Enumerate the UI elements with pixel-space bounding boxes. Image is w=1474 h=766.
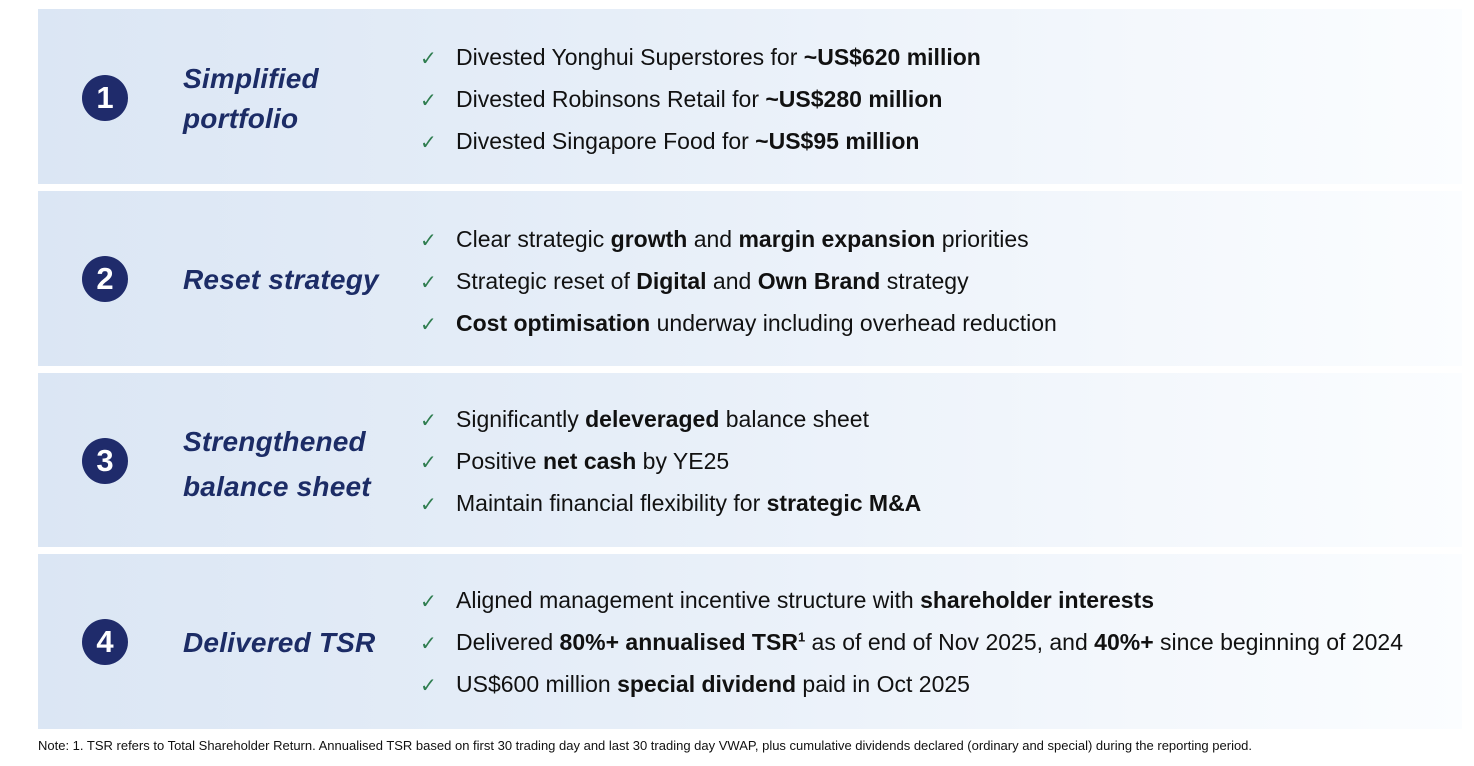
check-icon: ✓ <box>420 408 437 432</box>
bullet-text: strategy <box>880 268 969 294</box>
bullet-item: ✓ Delivered 80%+ annualised TSR1 as of en… <box>420 627 1403 657</box>
bullet-text: growth <box>610 226 688 252</box>
bullet-text: Divested Yonghui Superstores for <box>456 44 804 70</box>
section-delivered-tsr: 4 Delivered TSR ✓ Aligned management ince… <box>38 554 1462 729</box>
bullet-text: Significantly <box>456 406 586 432</box>
bullet-text: Own Brand <box>757 268 881 294</box>
bullet-text: strategic M&A <box>766 490 922 516</box>
step-number-badge: 2 <box>82 256 128 302</box>
section-title: Strengthened balance sheet <box>183 426 371 502</box>
check-icon: ✓ <box>420 631 437 655</box>
bullet-text: balance sheet <box>719 406 869 432</box>
section-simplified-portfolio: 1 Simplified portfolio ✓ Divested Yonghui… <box>38 9 1462 184</box>
bullet-text: Delivered <box>456 629 560 655</box>
bullet-text: since beginning of 2024 <box>1153 629 1403 655</box>
step-number-badge: 1 <box>82 75 128 121</box>
bullet-item: ✓ Positive net cash by YE25 <box>420 446 729 476</box>
bullet-text: Strategic reset of <box>456 268 637 294</box>
bullet-text: underway including overhead reduction <box>650 310 1057 336</box>
bullet-item: ✓ US$600 million special dividend paid in… <box>420 669 970 699</box>
bullet-text: Divested Singapore Food for <box>456 128 756 154</box>
bullet-text: Aligned management incentive structure w… <box>456 587 921 613</box>
bullet-text: and <box>706 268 758 294</box>
bullet-text: US$600 million <box>456 671 618 697</box>
bullet-text: as of end of Nov 2025, and <box>805 629 1095 655</box>
section-title: Delivered TSR <box>183 627 376 658</box>
step-number-badge: 4 <box>82 619 128 665</box>
section-title: Reset strategy <box>183 264 379 295</box>
section-reset-strategy: 2 Reset strategy ✓ Clear strategic growth… <box>38 191 1462 366</box>
bullet-text: ~US$95 million <box>755 128 920 154</box>
bullet-item: ✓ Clear strategic growth and margin expan… <box>420 224 1029 254</box>
check-icon: ✓ <box>420 673 437 697</box>
bullet-text: ~US$280 million <box>765 86 943 112</box>
bullet-text: Maintain financial flexibility for <box>456 490 767 516</box>
check-icon: ✓ <box>420 130 437 154</box>
bullet-text: ~US$620 million <box>803 44 981 70</box>
bullet-text: paid in Oct 2025 <box>796 671 970 697</box>
bullet-text: and <box>687 226 739 252</box>
section-title: Simplified portfolio <box>183 63 319 134</box>
bullet-text: priorities <box>935 226 1029 252</box>
check-icon: ✓ <box>420 88 437 112</box>
step-number-badge: 3 <box>82 438 128 484</box>
bullet-item: ✓ Divested Yonghui Superstores for ~US$62… <box>420 42 981 72</box>
bullet-text: Positive <box>456 448 543 474</box>
check-icon: ✓ <box>420 589 437 613</box>
check-icon: ✓ <box>420 312 437 336</box>
bullet-item: ✓ Aligned management incentive structure … <box>420 585 1154 615</box>
bullet-text: shareholder interests <box>920 587 1154 613</box>
bullet-item: ✓ Strategic reset of Digital and Own Bran… <box>420 266 969 296</box>
bullet-item: ✓ Divested Singapore Food for ~US$95 mill… <box>420 126 919 156</box>
bullet-text: by YE25 <box>636 448 730 474</box>
bullet-text: deleveraged <box>585 406 720 432</box>
bullet-text: Clear strategic <box>456 226 611 252</box>
bullet-text: net cash <box>542 448 637 474</box>
bullet-text: 80%+ annualised TSR <box>559 629 798 655</box>
bullet-text: Divested Robinsons Retail for <box>456 86 766 112</box>
bullet-text: special dividend <box>617 671 797 697</box>
section-strengthened-balance-sheet: 3 Strengthened balance sheet ✓ Significan… <box>38 373 1462 547</box>
bullet-text: Digital <box>636 268 707 294</box>
bullet-text: 40%+ <box>1094 629 1154 655</box>
check-icon: ✓ <box>420 46 437 70</box>
check-icon: ✓ <box>420 228 437 252</box>
bullet-item: ✓ Maintain financial flexibility for stra… <box>420 488 921 518</box>
check-icon: ✓ <box>420 492 437 516</box>
bullet-item: ✓ Significantly deleveraged balance sheet <box>420 404 869 434</box>
bullet-text: margin expansion <box>738 226 936 252</box>
bullet-item: ✓ Divested Robinsons Retail for ~US$280 m… <box>420 84 942 114</box>
bullet-item: ✓ Cost optimisation underway including ov… <box>420 308 1057 338</box>
bullet-text: Cost optimisation <box>456 310 651 336</box>
check-icon: ✓ <box>420 270 437 294</box>
check-icon: ✓ <box>420 450 437 474</box>
footnote: Note: 1. TSR refers to Total Shareholder… <box>38 738 1253 753</box>
bullet-text: 1 <box>797 629 806 645</box>
